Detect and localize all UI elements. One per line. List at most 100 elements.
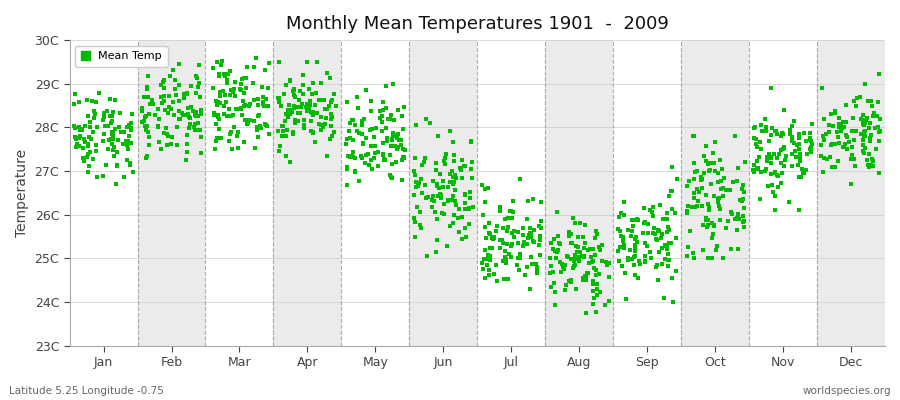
Point [68,125,82,132]
Point [777,107,791,114]
Point [585,258,599,264]
Point [571,234,585,241]
Point [751,164,765,171]
Point [122,133,136,140]
Point [68,134,82,141]
Point [88,148,103,155]
Point [78,139,93,146]
Point [380,138,394,144]
Point [110,163,124,169]
Point [188,121,202,128]
Point [285,107,300,113]
Point [611,226,625,232]
Point [656,216,670,222]
Point [846,115,860,121]
Point [478,247,492,253]
Point [578,222,592,228]
Point [108,97,122,104]
Point [843,156,858,162]
Point [180,141,194,148]
Point [860,115,874,121]
Point [613,244,627,250]
Point [320,70,335,76]
Point [496,258,510,264]
Point [487,235,501,242]
Point [286,88,301,94]
Point [376,155,391,162]
Point [322,74,337,81]
Point [704,181,718,188]
Point [438,161,453,167]
Point [490,278,504,285]
Point [346,137,360,143]
Point [306,112,320,118]
Point [68,90,82,97]
Point [507,228,521,234]
Point [440,184,454,190]
Point [343,135,357,141]
Point [433,191,447,198]
Point [590,286,605,292]
Point [725,179,740,186]
Point [500,241,515,247]
Point [454,214,469,220]
Point [189,73,203,80]
Point [443,128,457,134]
Point [273,143,287,149]
Point [96,117,111,123]
Point [524,234,538,240]
Point [194,106,208,113]
Point [252,111,266,118]
Point [602,297,616,304]
Point [169,124,184,130]
Point [792,207,806,214]
Point [646,230,661,236]
Point [179,157,194,163]
Point [814,152,828,159]
Point [179,112,194,118]
Point [832,120,846,127]
Point [669,268,683,274]
Point [545,246,560,252]
Point [143,101,157,108]
Point [694,174,708,181]
Point [620,255,634,262]
Point [872,128,886,135]
Point [872,116,886,122]
Point [72,124,86,130]
Point [554,269,568,276]
Point [295,101,310,108]
Point [213,89,228,96]
Point [614,233,628,239]
Point [682,228,697,234]
Point [214,57,229,64]
Point [832,115,846,122]
Point [747,134,761,141]
Point [793,155,807,162]
Point [486,236,500,242]
Point [510,255,525,261]
Point [616,212,631,218]
Point [286,105,301,111]
Point [579,310,593,316]
Point [856,121,870,128]
Point [256,100,270,107]
Point [447,186,462,193]
Point [798,138,813,144]
Point [492,205,507,211]
Point [701,222,716,228]
Point [859,116,873,123]
Point [475,182,490,188]
Point [750,166,764,172]
Point [533,252,547,258]
Point [735,196,750,202]
Point [844,181,859,187]
Point [224,87,238,93]
Point [822,121,836,128]
Point [865,102,879,109]
Point [243,101,257,107]
Point [238,85,253,92]
Point [346,148,361,155]
Point [101,146,115,152]
Point [445,197,459,204]
